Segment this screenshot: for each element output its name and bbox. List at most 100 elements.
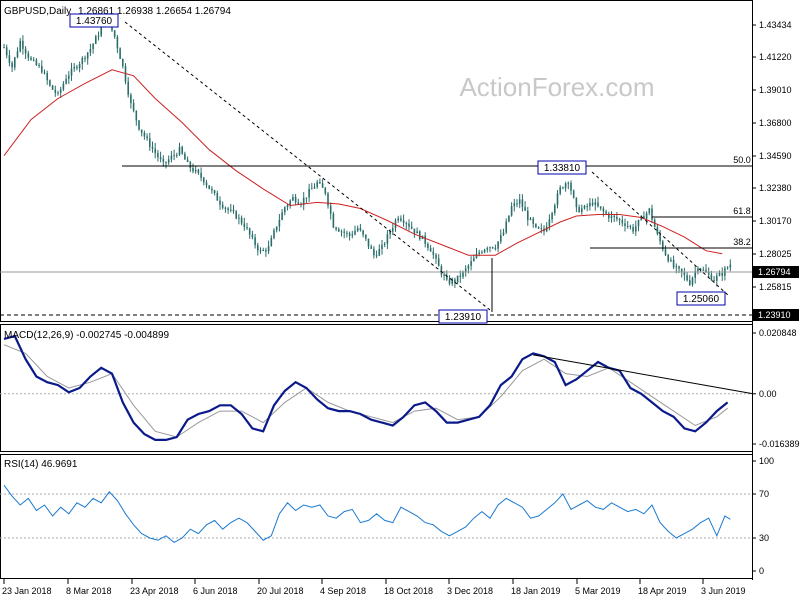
candle (637, 219, 640, 232)
candle (348, 231, 351, 241)
ohlc-label: 1.26861 1.26938 1.26654 1.26794 (78, 6, 231, 17)
candle (27, 50, 30, 62)
current-price-badge: 1.26794 (753, 266, 799, 278)
candle (456, 275, 459, 285)
candle (281, 209, 283, 221)
candle (248, 227, 251, 239)
symbol-label: GBPUSD,Daily (4, 6, 71, 17)
candle (424, 232, 426, 248)
candle (41, 60, 43, 74)
candle (11, 61, 13, 73)
candle (502, 228, 505, 236)
candle (386, 229, 389, 249)
rsi-title: RSI(14) 46.9691 (4, 459, 78, 470)
candle (529, 217, 532, 221)
candle (311, 182, 313, 190)
candle (527, 206, 529, 226)
candle (19, 37, 21, 53)
candle (59, 86, 62, 98)
candle (632, 223, 634, 235)
candles (3, 15, 732, 288)
candle (562, 186, 564, 190)
candle (491, 246, 494, 250)
candle (451, 277, 453, 287)
rsi-tick-label: 30 (759, 533, 769, 543)
level-label: 1.43760 (69, 13, 119, 28)
candle (151, 141, 154, 153)
candle (635, 220, 637, 236)
candle (81, 56, 84, 70)
candle (608, 211, 610, 223)
macd-axis: 0.020848 0.00 -0.016389 (752, 328, 800, 449)
candle (270, 235, 273, 247)
svg-text:1.23910: 1.23910 (445, 312, 482, 323)
candle (97, 31, 100, 41)
candle (591, 198, 594, 207)
candle (689, 274, 691, 287)
candle (294, 194, 297, 206)
fib-label: 38.2 (733, 237, 751, 247)
candle (448, 275, 451, 286)
svg-text:1.23910: 1.23910 (758, 310, 791, 320)
candle (397, 215, 399, 223)
candle (51, 84, 54, 90)
candle (432, 247, 435, 259)
candle (626, 220, 629, 229)
candle (570, 180, 572, 195)
macd-signal-line (3, 344, 728, 438)
candle (84, 55, 86, 63)
candle (157, 149, 159, 162)
candle (332, 211, 335, 229)
level-label: 1.33810 (537, 160, 587, 175)
candle (262, 247, 264, 252)
candle (205, 179, 208, 189)
candle (70, 62, 73, 81)
candle (381, 240, 383, 255)
candle (284, 206, 286, 216)
candle (419, 230, 421, 241)
candle (670, 257, 672, 263)
x-axis: 23 Jan 2018 8 Mar 2018 23 Apr 2018 6 Jun 20… (2, 579, 746, 596)
candle (483, 248, 486, 254)
candle (427, 242, 429, 251)
candle (227, 207, 229, 214)
candle (113, 29, 116, 39)
candle (594, 198, 597, 211)
level-label: 1.23910 (438, 309, 488, 324)
candle (729, 259, 732, 272)
level-label: 1.25060 (676, 291, 726, 306)
candle (308, 183, 310, 202)
candle (122, 58, 124, 69)
candle (165, 161, 167, 169)
macd-trendline (533, 354, 754, 395)
candle (370, 244, 372, 249)
candle (532, 216, 534, 228)
candle (243, 217, 246, 231)
rsi-axis: 100 70 30 0 (752, 456, 774, 576)
candle (489, 246, 491, 253)
candle (340, 229, 343, 237)
candle (86, 52, 89, 65)
candle (162, 155, 165, 167)
candle (194, 166, 197, 174)
candle (176, 152, 178, 158)
candle (73, 62, 75, 72)
candle (383, 241, 386, 248)
candle (375, 250, 378, 259)
candle (132, 99, 135, 113)
candle (680, 268, 683, 278)
candle (335, 226, 337, 232)
candle (338, 227, 340, 233)
candle (578, 204, 580, 213)
candle (524, 201, 526, 211)
candle (624, 218, 626, 232)
candle (327, 191, 329, 209)
candle (302, 192, 305, 211)
candle (130, 92, 132, 109)
x-tick-label: 8 Mar 2018 (66, 586, 112, 596)
candle (443, 270, 445, 281)
svg-text:1.43760: 1.43760 (76, 16, 113, 27)
x-tick-label: 18 Apr 2019 (638, 586, 687, 596)
candle (435, 252, 437, 264)
